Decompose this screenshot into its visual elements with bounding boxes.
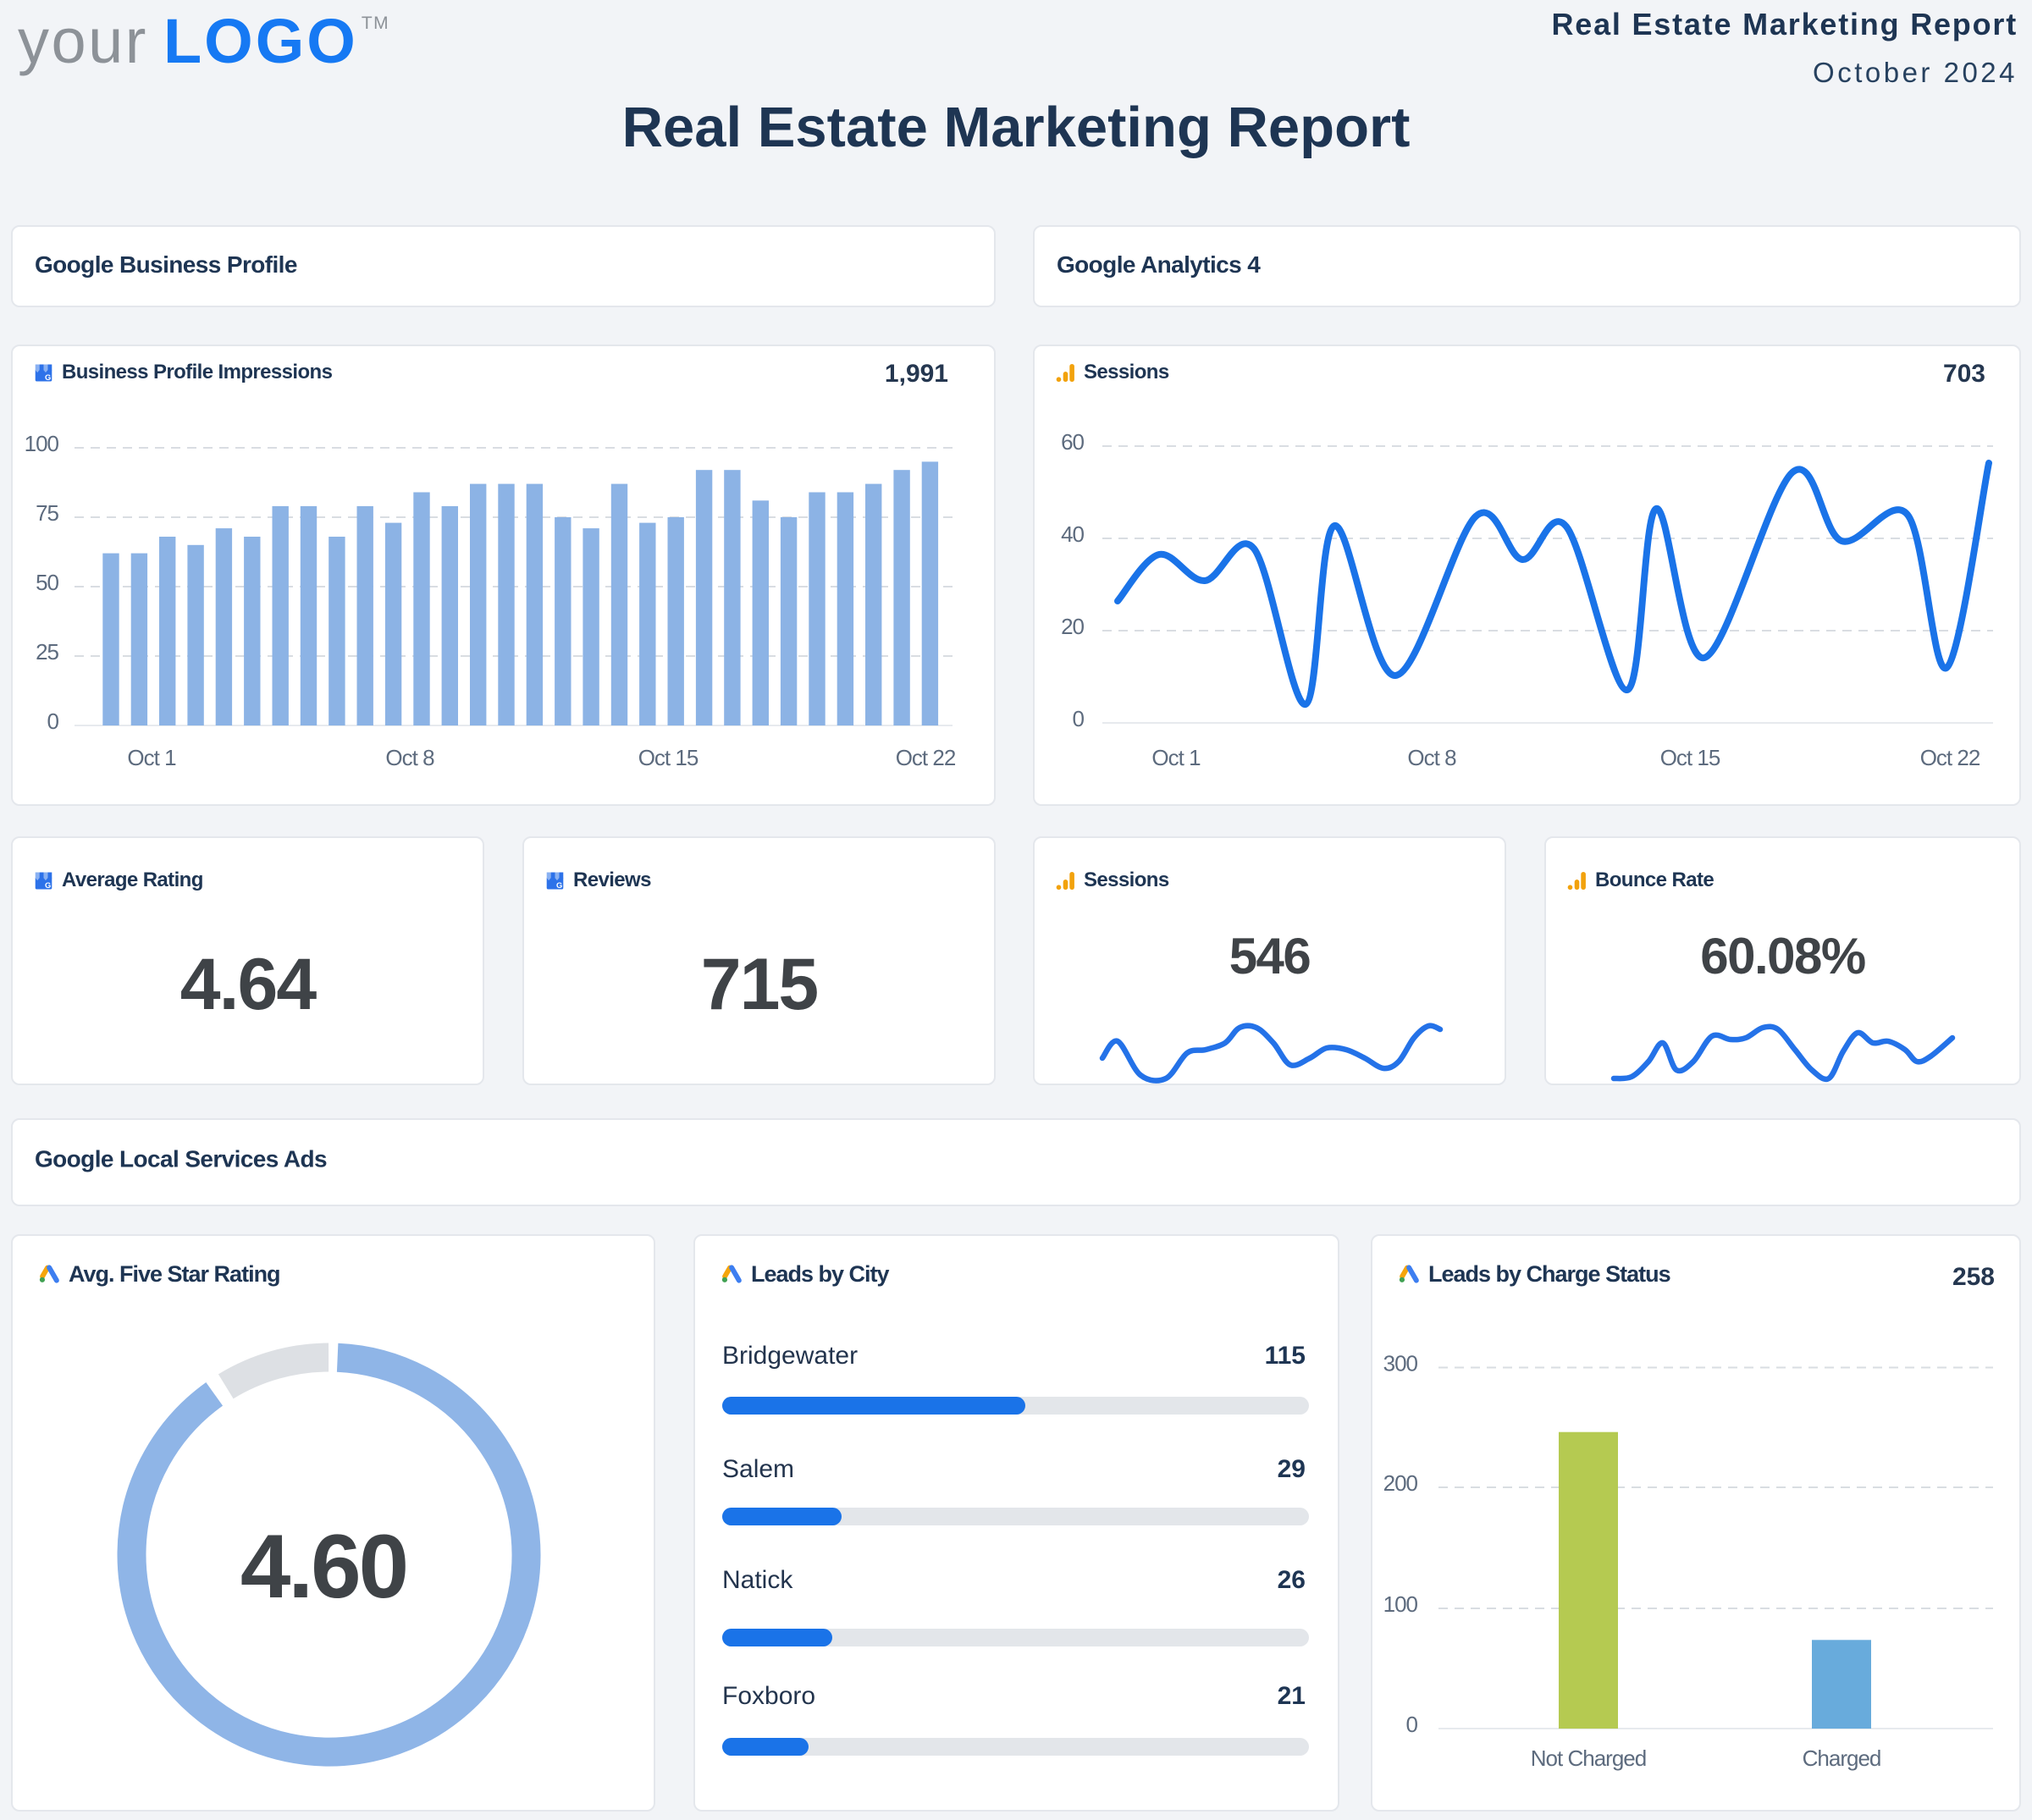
svg-text:Oct 1: Oct 1 — [1151, 745, 1201, 770]
svg-text:100: 100 — [1383, 1591, 1418, 1617]
svg-text:G: G — [45, 373, 51, 382]
svg-text:40: 40 — [1061, 521, 1084, 547]
svg-text:G: G — [45, 881, 51, 890]
svg-text:Oct 8: Oct 8 — [1407, 745, 1456, 770]
svg-text:75: 75 — [36, 500, 58, 526]
svg-text:Not Charged: Not Charged — [1531, 1746, 1646, 1771]
svg-text:0: 0 — [1073, 706, 1085, 731]
svg-text:100: 100 — [25, 431, 59, 456]
svg-text:25: 25 — [36, 639, 58, 665]
svg-text:Oct 15: Oct 15 — [1660, 745, 1720, 770]
svg-text:0: 0 — [1406, 1712, 1418, 1737]
svg-text:Charged: Charged — [1803, 1746, 1881, 1771]
svg-text:4.60: 4.60 — [240, 1515, 406, 1617]
svg-text:Oct 1: Oct 1 — [127, 745, 176, 770]
svg-text:0: 0 — [47, 709, 59, 734]
svg-text:50: 50 — [36, 570, 58, 595]
svg-text:300: 300 — [1383, 1351, 1418, 1376]
svg-text:Oct 22: Oct 22 — [896, 745, 956, 770]
svg-text:60: 60 — [1061, 429, 1084, 455]
svg-text:Oct 15: Oct 15 — [638, 745, 698, 770]
svg-text:Oct 8: Oct 8 — [385, 745, 434, 770]
svg-text:20: 20 — [1061, 614, 1084, 639]
svg-text:G: G — [556, 881, 562, 890]
svg-text:200: 200 — [1383, 1470, 1418, 1496]
svg-text:Oct 22: Oct 22 — [1920, 745, 1980, 770]
